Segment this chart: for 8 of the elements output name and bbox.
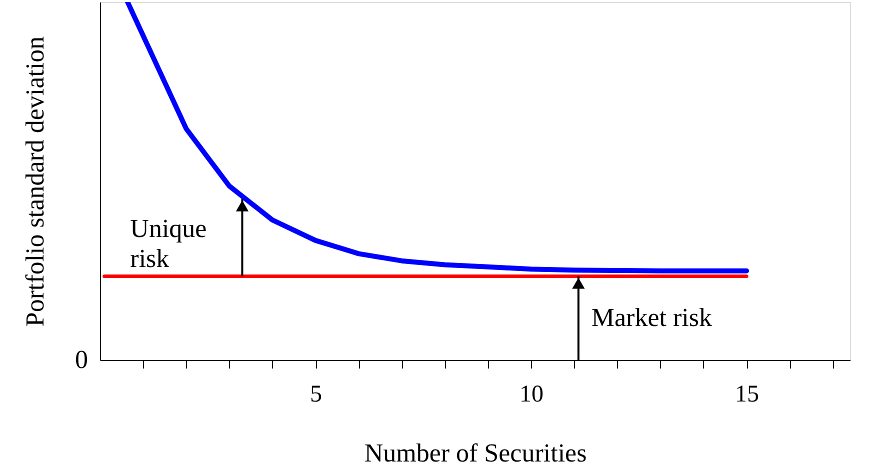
x-axis-title: Number of Securities <box>364 438 587 468</box>
x-tick-label: 15 <box>735 382 760 408</box>
annotation: Market risk <box>591 303 712 332</box>
x-tick-label: 10 <box>520 382 544 408</box>
text: 0 <box>75 345 88 374</box>
x-tick-label: 5 <box>310 382 322 408</box>
annotation: Unique risk <box>130 214 207 274</box>
y-axis-title: Portfolio standard deviation <box>20 36 50 327</box>
